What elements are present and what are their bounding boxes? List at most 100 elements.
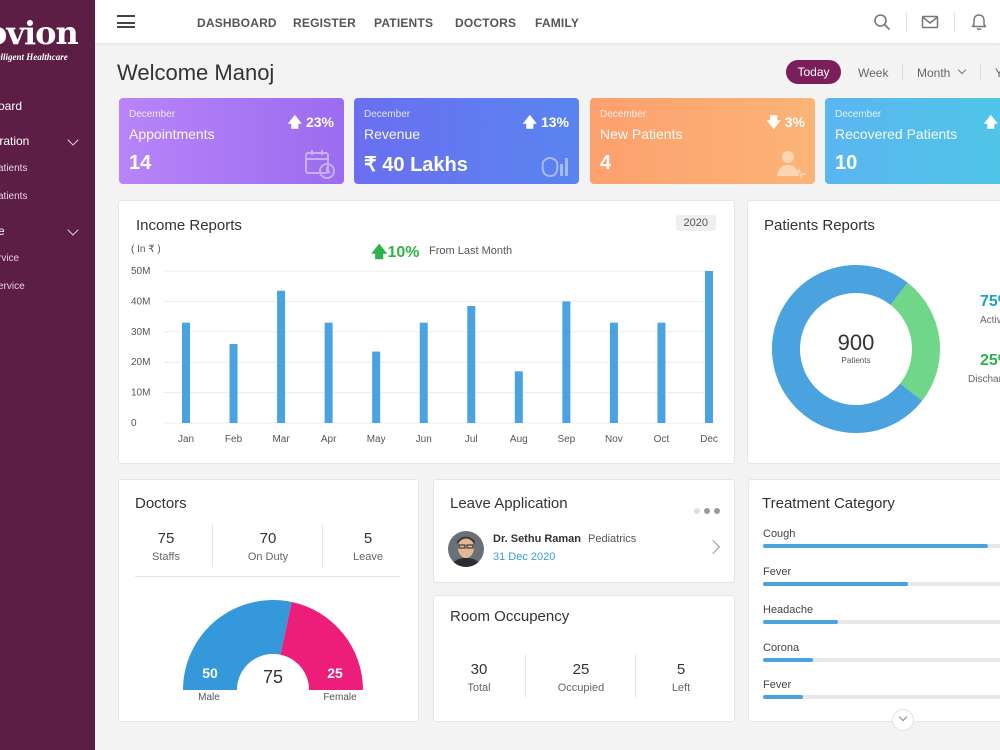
stat-card-appointments[interactable]: December Appointments 14 🡅 23% (119, 98, 344, 184)
avatar[interactable] (447, 530, 485, 568)
stat-change: 🡅 23% (287, 114, 334, 130)
arrow-up-icon: 🡅 (522, 114, 538, 130)
nav-patients[interactable]: PATIENTS (374, 16, 434, 30)
chevron-down-icon[interactable] (898, 712, 908, 722)
gauge-segment-male (183, 600, 292, 690)
bell-icon[interactable] (969, 12, 989, 32)
leave-doctor-name: Dr. Sethu Raman (493, 533, 582, 545)
leave-date: 31 Dec 2020 (493, 551, 556, 563)
patient-icon (777, 151, 806, 178)
bar[interactable] (182, 322, 190, 423)
panel-title: Patients Reports (764, 217, 875, 234)
bar[interactable] (324, 322, 333, 423)
range-month-dropdown[interactable]: Month (917, 66, 951, 80)
sidebar-subitem-service-1[interactable]: rvice (0, 253, 20, 264)
treatment-bar-cough (763, 544, 1000, 548)
panel-title: Room Occupency (450, 608, 570, 625)
chevron-down-icon[interactable] (67, 134, 79, 146)
room-left-label: Left (671, 682, 691, 694)
treatment-label-fever-2: Fever (763, 679, 792, 691)
bar[interactable] (705, 271, 713, 423)
arrow-up-icon: 🡅 (287, 114, 303, 130)
panel-title: Leave Application (450, 495, 568, 512)
leave-department: Pediatrics (588, 533, 637, 545)
x-tick-label: Dec (700, 434, 718, 445)
room-total-label: Total (467, 682, 491, 694)
top-bar: DASHBOARD REGISTER PATIENTS DOCTORS FAMI… (95, 0, 1000, 43)
stat-label: New Patients (600, 126, 683, 142)
mail-icon[interactable] (920, 12, 940, 32)
bar[interactable] (229, 343, 238, 423)
doctors-onduty-value: 70 (259, 530, 277, 547)
menu-icon[interactable] (117, 15, 135, 28)
nav-register[interactable]: REGISTER (293, 16, 356, 30)
y-tick-label: 0 (131, 418, 137, 429)
stat-card-revenue[interactable]: December Revenue ₹ 40 Lakhs 🡅 13% (354, 98, 579, 184)
more-dots-icon[interactable] (694, 501, 720, 519)
sidebar-item-dashboard[interactable]: oard (0, 99, 23, 113)
chevron-down-icon[interactable] (957, 65, 967, 75)
panel-title: Treatment Category (762, 495, 895, 512)
stat-month: December (364, 109, 411, 120)
bar[interactable] (419, 322, 428, 423)
stat-month: December (835, 109, 882, 120)
bar[interactable] (657, 322, 666, 423)
stat-value: ₹ 40 Lakhs (364, 154, 468, 176)
bar[interactable] (562, 301, 571, 423)
brand-logo[interactable]: ovion (0, 14, 79, 52)
bar[interactable] (609, 322, 618, 423)
sidebar-subitem-patients[interactable]: atients (0, 163, 28, 174)
chevron-down-icon[interactable] (67, 224, 79, 236)
y-tick-label: 10M (131, 388, 150, 399)
divider (954, 12, 955, 32)
nav-doctors[interactable]: DOCTORS (455, 16, 517, 30)
nav-dashboard[interactable]: DASHBOARD (197, 16, 277, 30)
sidebar-subitem-patients-2[interactable]: atients (0, 191, 28, 202)
donut-segment-discharged (772, 265, 940, 433)
donut-total: 900 (837, 330, 875, 355)
sidebar-subitem-service-2[interactable]: ervice (0, 281, 25, 292)
income-change: 🡅10% (371, 244, 420, 261)
bar[interactable] (514, 371, 523, 423)
room-occupancy-panel: Room Occupency 30 Total 25 Occupied 5 Le… (433, 595, 735, 722)
range-week-button[interactable]: Week (858, 66, 889, 80)
x-tick-label: Aug (510, 434, 528, 445)
treatment-label-headache: Headache (763, 604, 814, 616)
doctors-leave-value: 5 (363, 530, 373, 547)
nav-family[interactable]: FAMILY (535, 16, 580, 30)
bar[interactable] (277, 290, 286, 423)
stat-change: 🡅 13% (522, 114, 569, 130)
treatment-label-fever: Fever (763, 566, 792, 578)
divider (212, 525, 213, 567)
stat-card-recovered-patients[interactable]: December Recovered Patients 10 🡅 (825, 98, 1000, 184)
divider (525, 654, 526, 698)
sidebar-item-registration[interactable]: tration (0, 134, 30, 148)
x-tick-label: Sep (557, 434, 575, 445)
discharged-pct: 25% (980, 352, 1000, 369)
divider (980, 63, 981, 81)
room-total-value: 30 (470, 661, 488, 678)
gauge-male-label: Male (198, 692, 220, 703)
x-tick-label: Jun (416, 434, 432, 445)
calendar-clock-icon (305, 150, 335, 179)
stat-month: December (600, 109, 647, 120)
sidebar-item-service[interactable]: e (0, 224, 5, 238)
chevron-right-icon[interactable] (705, 539, 721, 555)
patients-reports-panel: Patients Reports 900 Patients 75% Active… (747, 200, 1000, 464)
range-year-button[interactable]: Y (995, 66, 1000, 80)
bar[interactable] (467, 305, 476, 423)
treatment-category-panel: Treatment Category Cough Fever Headache … (748, 479, 1000, 731)
treatment-label-corona: Corona (763, 642, 800, 654)
treatment-bar-fill (763, 620, 838, 624)
year-chip[interactable]: 2020 (675, 215, 716, 231)
range-today-button[interactable]: Today (786, 60, 841, 84)
search-icon[interactable] (872, 12, 892, 32)
x-tick-label: Apr (321, 434, 337, 445)
bar[interactable] (372, 351, 381, 423)
scroll-down-button[interactable] (892, 709, 914, 731)
active-pct: 75% (980, 293, 1000, 310)
patients-donut-chart (772, 265, 940, 433)
stat-card-new-patients[interactable]: December New Patients 4 🡇 3% (590, 98, 815, 184)
gauge-female-label: Female (323, 692, 357, 703)
doctors-staffs-label: Staffs (152, 551, 180, 563)
